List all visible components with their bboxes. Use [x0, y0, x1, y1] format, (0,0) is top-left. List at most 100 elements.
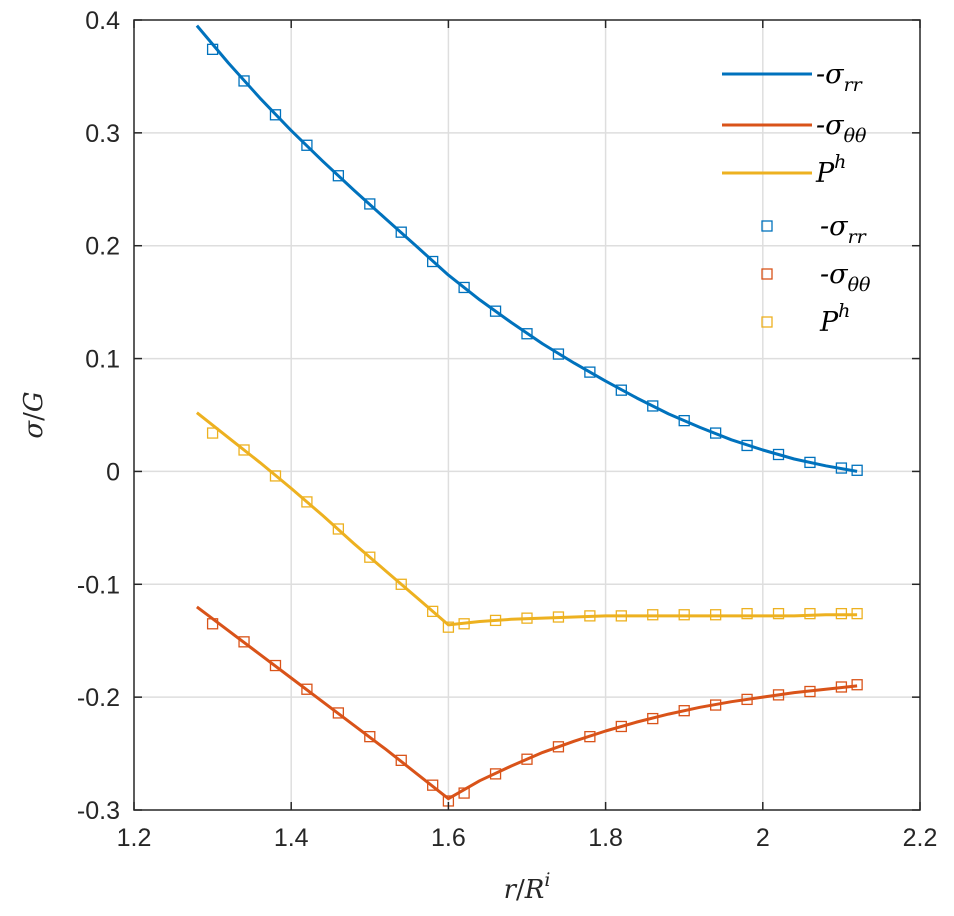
x-label-R: R	[524, 875, 545, 905]
y-tick-label: 0	[106, 458, 120, 486]
data-point-marker	[584, 366, 596, 378]
data-point-marker	[709, 609, 722, 621]
data-point-marker	[741, 693, 753, 706]
data-point-marker	[206, 427, 219, 439]
data-point-marker	[238, 444, 250, 456]
data-point-marker	[489, 768, 502, 780]
data-point-marker	[206, 618, 219, 630]
data-point-marker	[678, 609, 690, 621]
data-point-marker	[395, 754, 407, 766]
tick-labels: 1.2 1.4 1.6 1.8 2 2.2 0.4 0.3 0.2 0.1 0 -0.1 -0.2 -0.…	[77, 7, 937, 852]
data-point-marker	[851, 679, 863, 691]
series-lines	[195, 24, 858, 801]
data-point-marker	[552, 348, 565, 360]
legend-label: -σθθ	[820, 259, 871, 296]
x-axis-label: r/Ri	[504, 869, 551, 905]
grid	[134, 20, 920, 810]
data-point-marker	[301, 496, 313, 508]
data-point-marker	[458, 787, 470, 799]
legend: -σrr -σθθ Ph -σrr -σθθ Ph	[722, 59, 871, 338]
data-point-marker	[772, 448, 785, 461]
y-tick-label: 0.4	[85, 7, 120, 35]
y-label-sigma: σ	[19, 420, 49, 439]
data-point-marker	[584, 730, 596, 743]
data-point-marker	[804, 456, 816, 469]
x-tick-label: 2.2	[903, 824, 938, 852]
data-point-marker	[269, 470, 282, 482]
data-point-marker	[364, 551, 376, 563]
data-point-marker	[395, 226, 407, 238]
series-line-0	[195, 24, 858, 473]
y-tick-label: -0.1	[77, 571, 120, 599]
y-tick-label: 0.1	[85, 346, 120, 374]
data-point-marker	[301, 139, 313, 151]
data-point-marker	[615, 720, 627, 733]
series-line-2	[195, 411, 858, 627]
data-point-marker	[427, 255, 439, 268]
x-tick-label: 1.6	[431, 824, 466, 852]
data-point-marker	[332, 170, 345, 182]
data-point-marker	[741, 607, 753, 620]
legend-label: -σθθ	[816, 110, 867, 147]
data-point-marker	[584, 610, 596, 622]
data-point-marker	[521, 328, 533, 340]
x-label-superscript: i	[544, 869, 550, 891]
x-tick-label: 2	[756, 824, 770, 852]
data-point-marker	[521, 612, 533, 624]
y-axis-label: σ/G	[19, 391, 49, 438]
plot-frame	[133, 19, 921, 811]
data-point-marker	[269, 109, 282, 121]
data-point-marker	[851, 464, 863, 476]
data-point-marker	[552, 611, 565, 623]
data-point-marker	[521, 753, 533, 765]
data-point-marker	[678, 414, 690, 427]
data-point-marker	[709, 699, 722, 711]
data-point-marker	[552, 741, 565, 753]
data-point-marker	[489, 614, 502, 627]
y-label-slash: /	[19, 412, 49, 421]
series-line-1	[195, 605, 858, 801]
y-label-G: G	[19, 391, 49, 412]
x-label-r: r	[504, 875, 518, 905]
x-tick-label: 1.4	[274, 824, 309, 852]
y-tick-label: -0.2	[77, 684, 120, 712]
data-point-marker	[427, 605, 439, 618]
data-point-marker	[458, 618, 470, 630]
data-point-marker	[364, 730, 376, 743]
legend-label: Ph	[815, 151, 846, 189]
data-point-marker	[615, 384, 627, 396]
data-point-marker	[442, 621, 455, 633]
data-point-marker	[269, 659, 282, 672]
data-point-marker	[804, 685, 816, 698]
data-point-marker	[741, 439, 753, 452]
legend-label: -σrr	[820, 211, 868, 248]
data-point-marker	[615, 610, 627, 622]
data-point-marker	[835, 607, 848, 620]
data-point-marker	[772, 689, 785, 701]
data-point-marker	[678, 705, 690, 717]
data-point-marker	[206, 43, 219, 55]
legend-marker-swatch	[761, 268, 773, 280]
data-point-marker	[301, 683, 313, 695]
data-point-marker	[709, 427, 722, 439]
data-point-marker	[395, 578, 407, 590]
data-point-marker	[332, 707, 345, 719]
data-point-marker	[647, 609, 659, 621]
data-point-marker	[804, 607, 816, 620]
data-point-marker	[427, 779, 439, 791]
data-point-marker	[835, 462, 848, 474]
data-point-marker	[647, 400, 659, 412]
legend-marker-swatch	[761, 220, 773, 232]
data-point-marker	[772, 607, 785, 620]
data-point-marker	[489, 305, 502, 317]
y-tick-label: 0.2	[85, 233, 120, 261]
legend-label: -σrr	[816, 59, 864, 96]
data-point-marker	[364, 198, 376, 210]
data-point-marker	[238, 75, 250, 87]
series-markers	[206, 43, 863, 807]
data-point-marker	[238, 636, 250, 648]
y-tick-label: -0.3	[77, 797, 120, 825]
x-tick-label: 1.2	[117, 824, 152, 852]
data-point-marker	[851, 607, 863, 620]
